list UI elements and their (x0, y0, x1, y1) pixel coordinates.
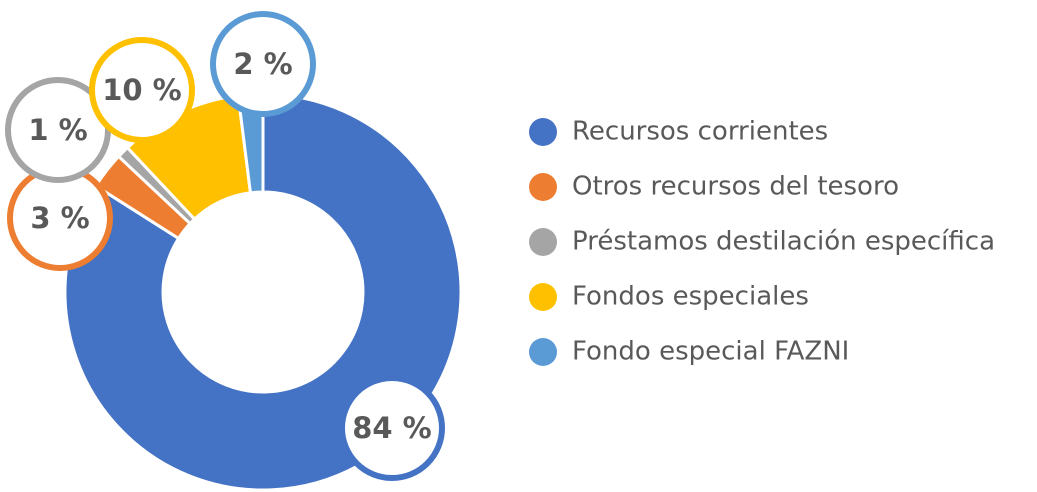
legend-label: Fondo especial FAZNI (572, 337, 849, 367)
legend-swatch (529, 283, 557, 311)
label-bubble (339, 375, 445, 481)
legend-label: Préstamos destilación específica (572, 227, 995, 257)
legend-label: Fondos especiales (572, 282, 809, 312)
legend-swatch (529, 173, 557, 201)
label-bubble (89, 37, 195, 143)
data-label: 10 % (102, 73, 182, 107)
label-bubble (210, 11, 316, 117)
legend-swatch (529, 118, 557, 146)
data-label: 3 % (30, 201, 89, 235)
legend-swatch (529, 228, 557, 256)
legend-label: Otros recursos del tesoro (572, 172, 899, 202)
data-label: 2 % (233, 47, 292, 81)
legend-swatch (529, 338, 557, 366)
data-label: 84 % (352, 411, 432, 445)
legend-label: Recursos corrientes (572, 117, 828, 147)
data-label: 1 % (28, 113, 87, 147)
